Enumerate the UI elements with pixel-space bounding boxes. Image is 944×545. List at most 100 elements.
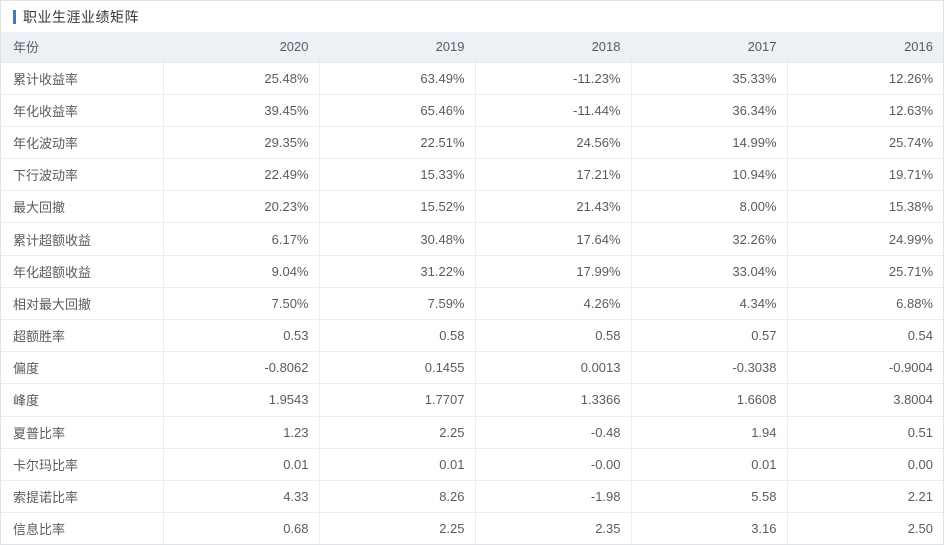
table-row: 超额胜率 0.53 0.58 0.58 0.57 0.54 [1,318,943,353]
table-row: 下行波动率 22.49% 15.33% 17.21% 10.94% 19.71% [1,158,943,192]
column-header-metric: 年份 [1,32,164,63]
table-row: 累计超额收益 6.17% 30.48% 17.64% 32.26% 24.99% [1,222,943,256]
metric-value-cell: 4.26% [474,286,632,321]
table-row: 相对最大回撤 7.50% 7.59% 4.26% 4.34% 6.88% [1,286,943,321]
metric-value-cell: 17.99% [474,254,632,288]
metric-value-cell: 29.35% [162,125,320,160]
metric-value-cell: 15.33% [318,158,476,192]
metric-value-cell: 24.56% [474,125,632,160]
row-label: 索提诺比率 [1,479,164,514]
metric-value-cell: 2.35 [474,512,632,544]
metric-value-cell: -1.98 [474,479,632,514]
table-row: 峰度 1.9543 1.7707 1.3366 1.6608 3.8004 [1,383,943,417]
row-label: 年化超额收益 [1,254,164,288]
metric-value-cell: 3.8004 [786,383,943,417]
metric-value-cell: 0.68 [162,512,320,544]
metric-value-cell: 15.38% [786,190,943,224]
metric-value-cell: -11.23% [474,61,632,95]
table-row: 累计收益率 25.48% 63.49% -11.23% 35.33% 12.26% [1,61,943,95]
metric-value-cell: 31.22% [318,254,476,288]
metric-value-cell: 15.52% [318,190,476,224]
metric-value-cell: 0.00 [786,447,943,481]
row-label: 偏度 [1,351,164,385]
metric-value-cell: 36.34% [630,93,788,127]
row-label: 最大回撤 [1,190,164,224]
row-label: 峰度 [1,383,164,417]
row-label: 信息比率 [1,512,164,544]
column-header-year: 2019 [318,32,476,63]
metric-value-cell: -0.48 [474,415,632,449]
metric-value-cell: 7.50% [162,286,320,321]
metric-value-cell: -0.8062 [162,351,320,385]
metric-value-cell: 4.33 [162,479,320,514]
metric-value-cell: 7.59% [318,286,476,321]
metric-value-cell: 21.43% [474,190,632,224]
metric-value-cell: 12.26% [786,61,943,95]
table-header-row: 年份 2020 2019 2018 2017 2016 [1,32,943,63]
table-row: 年化波动率 29.35% 22.51% 24.56% 14.99% 25.74% [1,125,943,160]
metric-value-cell: 1.6608 [630,383,788,417]
metric-value-cell: 0.1455 [318,351,476,385]
metric-value-cell: 24.99% [786,222,943,256]
metric-value-cell: 22.49% [162,158,320,192]
metric-value-cell: 2.50 [786,512,943,544]
row-label: 夏普比率 [1,415,164,449]
row-label: 卡尔玛比率 [1,447,164,481]
metric-value-cell: 0.58 [474,318,632,353]
metric-value-cell: 6.17% [162,222,320,256]
metric-value-cell: 25.48% [162,61,320,95]
table-row: 卡尔玛比率 0.01 0.01 -0.00 0.01 0.00 [1,447,943,481]
row-label: 超额胜率 [1,318,164,353]
metric-value-cell: 65.46% [318,93,476,127]
column-header-year: 2016 [786,32,943,63]
metric-value-cell: 17.64% [474,222,632,256]
metric-value-cell: 19.71% [786,158,943,192]
metric-value-cell: 35.33% [630,61,788,95]
column-header-year: 2020 [162,32,320,63]
row-label: 累计收益率 [1,61,164,95]
row-label: 年化收益率 [1,93,164,127]
metric-value-cell: 0.58 [318,318,476,353]
table-row: 索提诺比率 4.33 8.26 -1.98 5.58 2.21 [1,479,943,514]
metric-value-cell: 2.25 [318,415,476,449]
column-header-year: 2017 [630,32,788,63]
row-label: 下行波动率 [1,158,164,192]
table-row: 偏度 -0.8062 0.1455 0.0013 -0.3038 -0.9004 [1,351,943,385]
metric-value-cell: 1.94 [630,415,788,449]
metric-value-cell: 8.26 [318,479,476,514]
metric-value-cell: 25.71% [786,254,943,288]
metric-value-cell: 6.88% [786,286,943,321]
section-title: 职业生涯业绩矩阵 [23,8,139,25]
metric-value-cell: 2.21 [786,479,943,514]
metric-value-cell: 10.94% [630,158,788,192]
metric-value-cell: -0.3038 [630,351,788,385]
metric-value-cell: 17.21% [474,158,632,192]
metric-value-cell: 0.54 [786,318,943,353]
metric-value-cell: 0.01 [318,447,476,481]
column-header-year: 2018 [474,32,632,63]
metric-value-cell: 33.04% [630,254,788,288]
table-row: 夏普比率 1.23 2.25 -0.48 1.94 0.51 [1,415,943,449]
table-row: 年化超额收益 9.04% 31.22% 17.99% 33.04% 25.71% [1,254,943,288]
metric-value-cell: 1.23 [162,415,320,449]
metric-value-cell: 39.45% [162,93,320,127]
metric-value-cell: 2.25 [318,512,476,544]
row-label: 累计超额收益 [1,222,164,256]
metric-value-cell: 0.53 [162,318,320,353]
metric-value-cell: -0.00 [474,447,632,481]
metric-value-cell: 1.7707 [318,383,476,417]
metric-value-cell: 12.63% [786,93,943,127]
table-row: 信息比率 0.68 2.25 2.35 3.16 2.50 [1,512,943,544]
metric-value-cell: 1.9543 [162,383,320,417]
row-label: 相对最大回撤 [1,286,164,321]
metric-value-cell: 1.3366 [474,383,632,417]
metric-value-cell: 5.58 [630,479,788,514]
metric-value-cell: 0.0013 [474,351,632,385]
metric-value-cell: -0.9004 [786,351,943,385]
table-row: 年化收益率 39.45% 65.46% -11.44% 36.34% 12.63% [1,93,943,127]
metric-value-cell: 9.04% [162,254,320,288]
metric-value-cell: 8.00% [630,190,788,224]
metric-value-cell: 0.01 [630,447,788,481]
metric-value-cell: 0.57 [630,318,788,353]
